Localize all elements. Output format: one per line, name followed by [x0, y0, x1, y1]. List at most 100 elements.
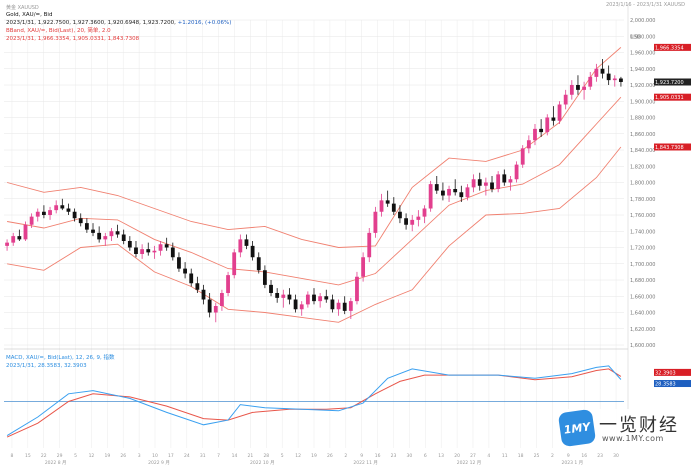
y-tick-label: 1,940.000 [630, 67, 655, 73]
candle-body [434, 184, 439, 191]
candle-body [367, 232, 372, 258]
x-tick-label: 18 [518, 453, 524, 459]
y-tick-label: 1,600.000 [630, 343, 655, 349]
candle-body [477, 179, 482, 186]
candle-body [471, 179, 476, 188]
candle-body [23, 224, 28, 240]
x-tick-label: 7 [217, 453, 220, 459]
candle-body [158, 244, 163, 251]
macd-panel: 32.3903 28.3583 [4, 365, 691, 438]
candle-body [483, 182, 488, 186]
candle-body [281, 294, 286, 298]
y-tick-label: 1,700.000 [630, 262, 655, 268]
candle-body [17, 236, 22, 240]
candle-body [557, 104, 562, 121]
candle-body [275, 293, 280, 298]
candle-body [177, 257, 181, 269]
candle-body [11, 236, 16, 243]
candle-body [391, 203, 396, 212]
candle-body [398, 211, 402, 219]
y-tick-label: 1,800.000 [630, 181, 655, 187]
price-tag [654, 43, 691, 51]
candle-body [91, 229, 95, 233]
candle-body [336, 302, 341, 310]
candle-body [152, 250, 157, 253]
candle-body [533, 128, 537, 141]
candle-body [41, 211, 46, 215]
candle-body [48, 210, 52, 215]
candle-body [170, 247, 175, 258]
x-tick-label: 16 [581, 453, 587, 459]
x-tick-label: 16 [375, 453, 381, 459]
candle-body [146, 249, 151, 253]
header-right-tag: 2023/1/16 - 2023/1/31 XAUUSD [606, 1, 685, 9]
x-tick-label: 24 [184, 453, 190, 459]
candle-body [312, 294, 316, 302]
price-tag [654, 143, 691, 151]
candle-body [428, 184, 433, 209]
y-tick-label: 1,840.000 [630, 148, 655, 154]
y-tick-label: 1,880.000 [630, 116, 655, 122]
candle-body [520, 148, 525, 165]
candle-body [195, 283, 200, 290]
candle-body [250, 245, 255, 258]
x-tick-label: 21 [248, 453, 254, 459]
x-tick-label: 30 [407, 453, 413, 459]
candle-body [35, 211, 40, 217]
candle-body [569, 85, 574, 95]
candle-body [134, 247, 138, 254]
macd-signal-line [6, 368, 622, 438]
candle-body [606, 73, 611, 81]
candle-body [594, 68, 599, 77]
candle-body [600, 68, 605, 74]
x-tick-label: 27 [470, 453, 476, 459]
candle-body [447, 189, 451, 196]
candle-body [121, 234, 126, 241]
candle-body [127, 241, 132, 248]
candle-body [502, 174, 507, 183]
candle-body [293, 299, 298, 310]
candle-body [269, 284, 273, 293]
candle-body [582, 86, 587, 90]
candle-body [262, 270, 267, 285]
main-legend: 黄金 XAUUSD Gold, XAU/=, Bid 2023/1/31, 1,… [6, 6, 231, 43]
candle-body [244, 239, 249, 246]
price-tag-label: 1,923.7200 [655, 80, 684, 86]
bband-lower-line [7, 146, 622, 323]
y-tick-label: 1,680.000 [630, 278, 655, 284]
x-tick-label: 2 [551, 453, 554, 459]
candle-body [5, 242, 9, 246]
x-tick-label: 23 [391, 453, 397, 459]
x-tick-label: 13 [438, 453, 444, 459]
x-tick-label: 11 [502, 453, 508, 459]
candle-body [508, 179, 513, 183]
x-tick-label: 12 [295, 453, 301, 459]
grid-lines [4, 19, 624, 448]
x-tick-label: 22 [41, 453, 47, 459]
x-tick-label: 14 [232, 453, 238, 459]
candle-body [496, 174, 501, 189]
candle-body [97, 232, 102, 240]
x-month-label: 2022 9 月 [148, 460, 170, 466]
x-tick-label: 25 [534, 453, 540, 459]
macd-tag-label: 32.3903 [655, 370, 676, 376]
legend-ohlc: 2023/1/31, 1,922.7500, 1,927.3600, 1,920… [6, 19, 231, 27]
x-tick-label: 19 [104, 453, 110, 459]
watermark-logo: 1MY [557, 408, 597, 448]
candle-body [140, 249, 145, 254]
macd-legend-name: MACD, XAU/=, Bid(Last), 12, 26, 9, 指数 [6, 355, 115, 361]
candle-body [422, 208, 427, 217]
y-tick-label: 1,740.000 [630, 229, 655, 235]
x-tick-label: 23 [597, 453, 603, 459]
candle-body [385, 200, 390, 204]
header-left-tag: 黄金 XAUUSD [6, 5, 39, 11]
x-month-label: 2022 8 月 [45, 460, 67, 466]
candle-body [226, 275, 230, 293]
x-tick-label: 29 [57, 453, 63, 459]
candle-body [207, 299, 212, 313]
candle-body [416, 216, 421, 220]
candle-body [410, 219, 415, 225]
price-tag [654, 93, 691, 101]
candle-body [514, 164, 519, 180]
x-tick-label: 4 [487, 453, 490, 459]
